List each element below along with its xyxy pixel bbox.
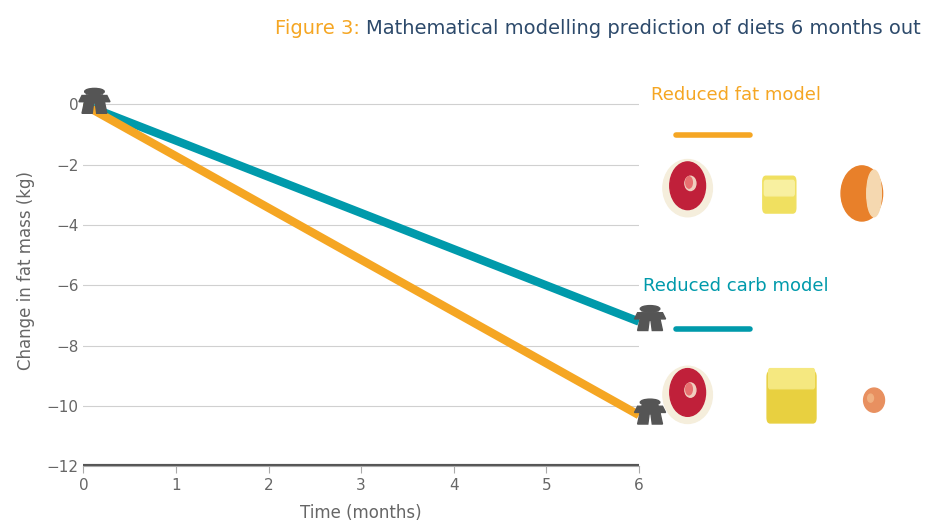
Polygon shape [103, 95, 110, 102]
Circle shape [640, 306, 660, 312]
Text: Figure 3:: Figure 3: [275, 19, 366, 38]
X-axis label: Time (months): Time (months) [300, 505, 422, 523]
Ellipse shape [663, 160, 712, 217]
Polygon shape [634, 406, 642, 412]
FancyBboxPatch shape [763, 176, 795, 213]
Y-axis label: Change in fat mass (kg): Change in fat mass (kg) [18, 171, 35, 370]
Text: Reduced carb model: Reduced carb model [644, 277, 829, 295]
Polygon shape [638, 414, 649, 424]
Polygon shape [658, 313, 666, 319]
Polygon shape [95, 103, 106, 113]
Polygon shape [651, 320, 662, 331]
Polygon shape [82, 103, 94, 113]
FancyBboxPatch shape [764, 180, 795, 196]
Ellipse shape [669, 369, 706, 417]
Circle shape [640, 399, 660, 405]
Polygon shape [634, 313, 642, 319]
Ellipse shape [868, 394, 873, 402]
FancyBboxPatch shape [769, 369, 815, 389]
Circle shape [686, 176, 693, 188]
Polygon shape [638, 320, 649, 331]
Ellipse shape [864, 388, 884, 412]
Polygon shape [658, 406, 666, 412]
Circle shape [686, 383, 693, 395]
Ellipse shape [841, 166, 882, 221]
Ellipse shape [685, 176, 696, 190]
Ellipse shape [669, 162, 706, 210]
Ellipse shape [867, 170, 882, 217]
Polygon shape [79, 95, 86, 102]
Polygon shape [84, 95, 105, 103]
Ellipse shape [663, 366, 712, 423]
Polygon shape [640, 312, 660, 320]
Ellipse shape [685, 383, 696, 398]
Circle shape [84, 89, 105, 95]
Polygon shape [651, 414, 662, 424]
Text: Mathematical modelling prediction of diets 6 months out: Mathematical modelling prediction of die… [366, 19, 920, 38]
Text: Reduced fat model: Reduced fat model [651, 86, 821, 104]
Polygon shape [640, 405, 660, 414]
FancyBboxPatch shape [767, 372, 816, 423]
